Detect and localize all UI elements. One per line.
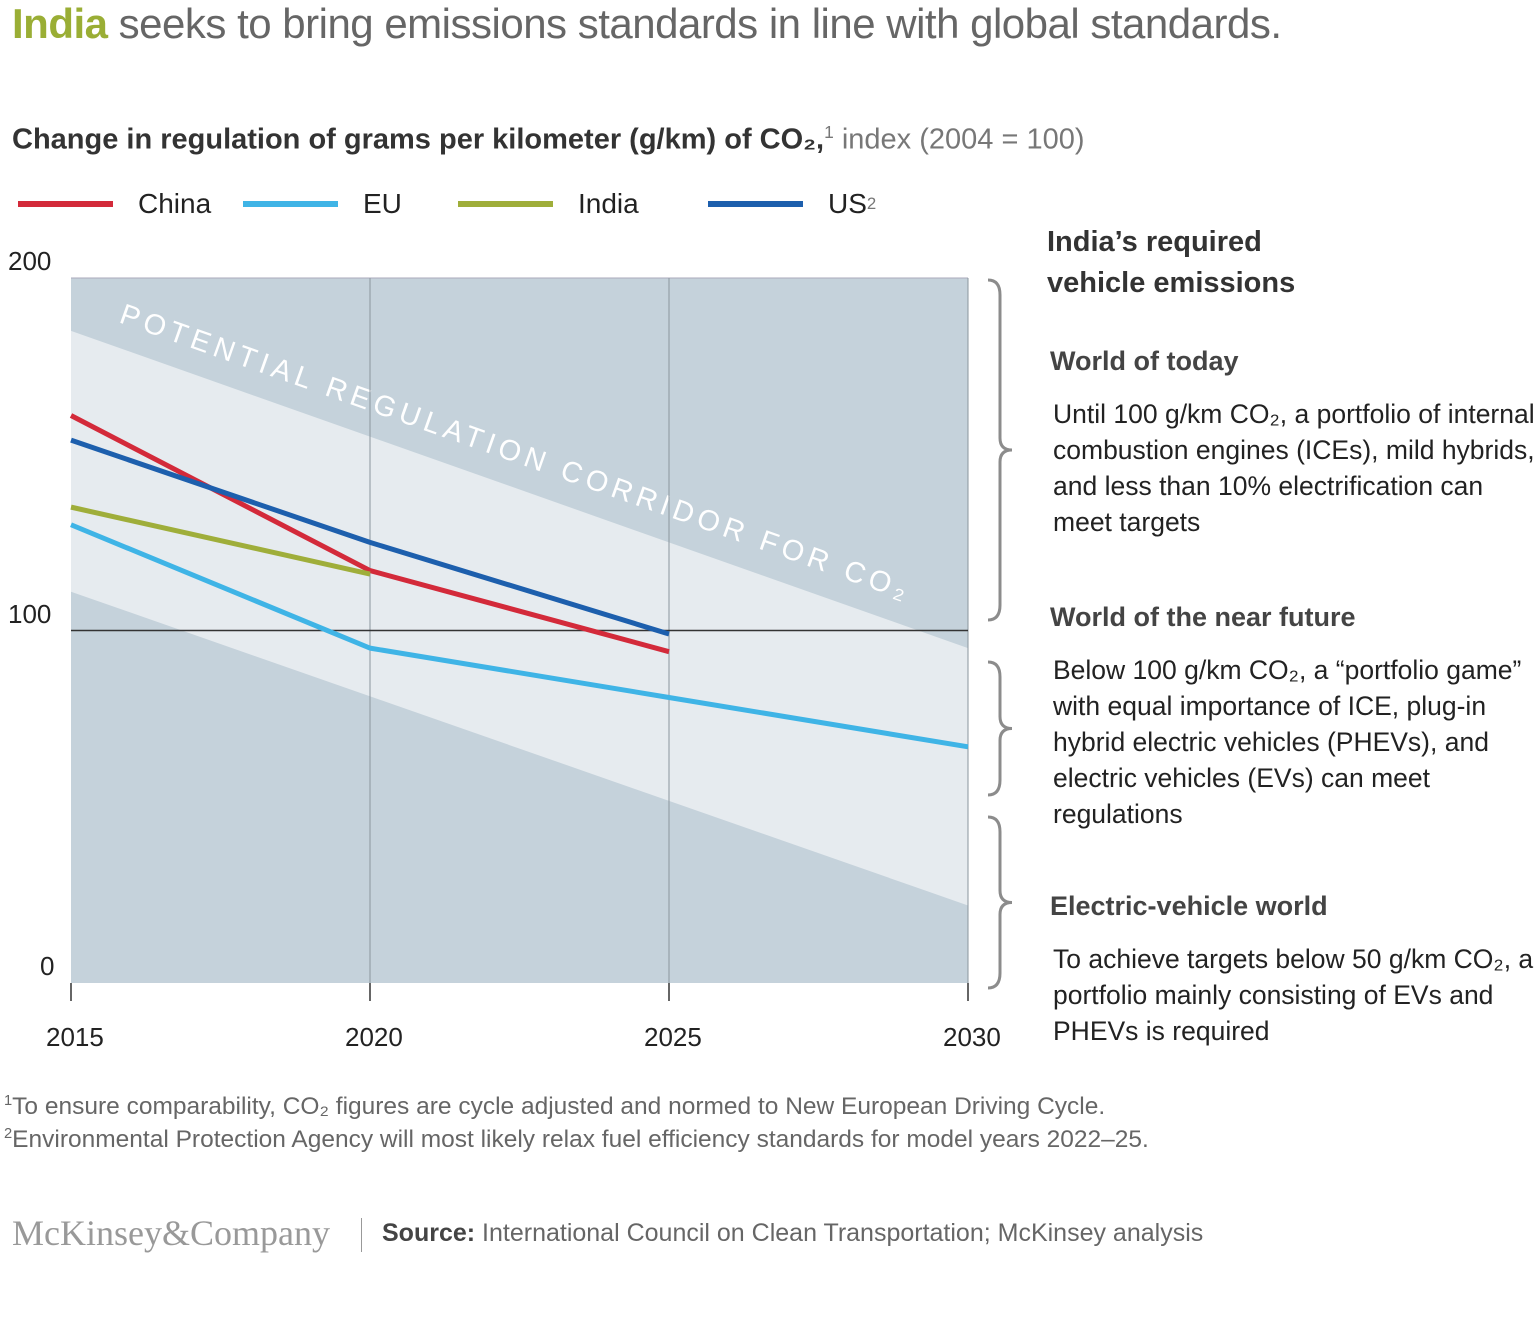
- chart-subtitle: Change in regulation of grams per kilome…: [12, 122, 1085, 157]
- footnote-text: Environmental Protection Agency will mos…: [12, 1126, 1149, 1154]
- x-tick-label: 2020: [345, 1022, 403, 1052]
- legend-item-us: US 2: [708, 188, 876, 220]
- y-tick-label: 100: [8, 598, 52, 629]
- side-heading-line: India’s required: [1047, 226, 1262, 258]
- legend-sup: 2: [866, 194, 877, 213]
- subtitle-light: index (2004 = 100): [833, 123, 1085, 156]
- legend-label: China: [138, 188, 212, 219]
- source-label: Source:: [382, 1219, 476, 1247]
- legend-swatch: [458, 201, 553, 207]
- side-heading: India’s required vehicle emissions: [1047, 222, 1295, 304]
- footnote: 2Environmental Protection Agency will mo…: [4, 1126, 1149, 1154]
- legend-label: India: [578, 188, 639, 219]
- series-line-india: [70, 504, 371, 577]
- legend-item-india: India: [458, 188, 639, 220]
- legend-label: EU: [363, 188, 402, 219]
- y-tick-label: 200: [8, 246, 52, 276]
- x-tick-label: 2030: [943, 1022, 1001, 1052]
- page-title: India seeks to bring emissions standards…: [12, 0, 1282, 48]
- legend-swatch: [18, 201, 113, 207]
- brace-ev-world: [987, 815, 1013, 990]
- source: Source: International Council on Clean T…: [382, 1219, 1203, 1248]
- x-tick-label: 2015: [46, 1022, 104, 1052]
- footnote: 1To ensure comparability, CO₂ figures ar…: [4, 1093, 1105, 1121]
- y-tick-label: 0: [40, 951, 55, 981]
- title-rest: seeks to bring emissions standards in li…: [107, 0, 1282, 47]
- divider: [361, 1218, 362, 1252]
- section-title: World of the near future: [1050, 602, 1356, 632]
- legend-swatch: [708, 201, 803, 207]
- subtitle-sup: 1: [824, 122, 834, 142]
- legend-item-china: China: [18, 188, 211, 220]
- section-title: World of today: [1050, 346, 1239, 376]
- title-highlight: India: [12, 0, 108, 47]
- side-heading-line: vehicle emissions: [1047, 267, 1296, 299]
- legend-item-eu: EU: [243, 188, 402, 220]
- section-text: To achieve targets below 50 g/km CO₂, a …: [1053, 944, 1534, 1046]
- section-text: Below 100 g/km CO₂, a “portfolio game” w…: [1053, 655, 1522, 829]
- footnote-num: 1: [4, 1093, 13, 1109]
- footnote-text: To ensure comparability, CO₂ figures are…: [12, 1093, 1106, 1121]
- subtitle-bold: Change in regulation of grams per kilome…: [12, 123, 825, 156]
- section-title: Electric-vehicle world: [1050, 891, 1328, 921]
- series-line-us: [70, 437, 670, 637]
- section-text: Until 100 g/km CO₂, a portfolio of inter…: [1053, 399, 1535, 537]
- mckinsey-logo: McKinsey&Company: [12, 1213, 330, 1253]
- footnote-num: 2: [4, 1126, 13, 1142]
- source-text: International Council on Clean Transport…: [475, 1219, 1204, 1247]
- series-line-china: [69, 413, 670, 655]
- series-line-eu: [70, 522, 969, 750]
- brace-near-future: [987, 660, 1013, 797]
- regulation-corridor: [71, 330, 968, 906]
- chart: POTENTIAL REGULATION CORRIDOR FOR CO₂: [69, 277, 1013, 1001]
- brace-world-of-today: [987, 278, 1013, 622]
- x-tick-label: 2025: [644, 1022, 702, 1052]
- legend-swatch: [243, 201, 338, 207]
- legend-label: US: [828, 188, 867, 219]
